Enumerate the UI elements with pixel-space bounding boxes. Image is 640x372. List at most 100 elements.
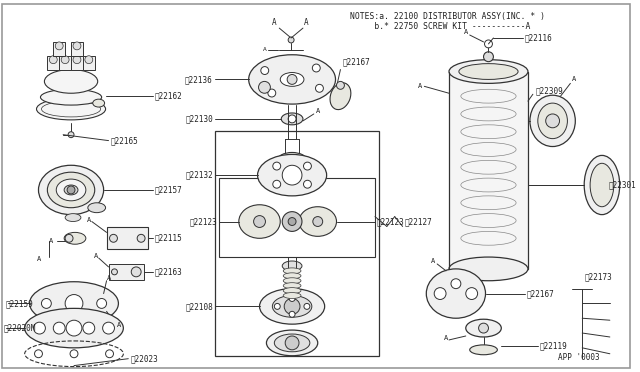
- Text: ※22173: ※22173: [584, 272, 612, 281]
- Ellipse shape: [239, 205, 280, 238]
- Ellipse shape: [36, 98, 106, 120]
- Ellipse shape: [281, 113, 303, 125]
- Text: b.* 22750 SCREW KIT -----------A: b.* 22750 SCREW KIT -----------A: [350, 22, 531, 31]
- Circle shape: [284, 298, 300, 314]
- Ellipse shape: [29, 282, 118, 325]
- Ellipse shape: [466, 319, 501, 337]
- Text: ※22157: ※22157: [155, 186, 182, 195]
- Text: A: A: [316, 108, 320, 114]
- Ellipse shape: [449, 257, 528, 281]
- Ellipse shape: [584, 155, 620, 215]
- Ellipse shape: [284, 283, 301, 289]
- Circle shape: [484, 52, 493, 62]
- Ellipse shape: [280, 73, 304, 86]
- Ellipse shape: [284, 288, 301, 294]
- Circle shape: [285, 336, 299, 350]
- Circle shape: [288, 37, 294, 43]
- Circle shape: [69, 298, 79, 308]
- Circle shape: [55, 42, 63, 50]
- Text: ※22116: ※22116: [525, 33, 553, 42]
- Ellipse shape: [64, 232, 86, 244]
- Circle shape: [111, 269, 117, 275]
- Text: ※22167: ※22167: [527, 289, 555, 298]
- Ellipse shape: [266, 330, 317, 356]
- Text: A: A: [116, 322, 121, 328]
- Bar: [109, 264, 144, 280]
- Circle shape: [313, 217, 323, 227]
- Ellipse shape: [64, 185, 78, 195]
- Circle shape: [289, 295, 295, 301]
- Circle shape: [97, 298, 107, 308]
- Ellipse shape: [538, 103, 568, 139]
- Circle shape: [312, 64, 320, 72]
- Circle shape: [42, 298, 51, 308]
- Circle shape: [303, 180, 312, 188]
- Ellipse shape: [426, 269, 486, 318]
- Circle shape: [288, 115, 296, 123]
- Text: ※22127: ※22127: [404, 217, 433, 226]
- Text: A: A: [107, 275, 111, 281]
- Circle shape: [434, 288, 446, 299]
- Circle shape: [73, 56, 81, 64]
- Bar: [83, 56, 95, 70]
- Circle shape: [49, 56, 57, 64]
- Bar: [449, 71, 528, 269]
- Bar: [47, 56, 60, 70]
- Ellipse shape: [470, 345, 497, 355]
- Bar: [53, 42, 65, 56]
- Text: NOTES:a. 22100 DISTRIBUTOR ASSY(INC. * ): NOTES:a. 22100 DISTRIBUTOR ASSY(INC. * ): [350, 12, 545, 21]
- Ellipse shape: [459, 64, 518, 80]
- Circle shape: [65, 295, 83, 312]
- Ellipse shape: [284, 273, 301, 279]
- Ellipse shape: [44, 70, 98, 93]
- Circle shape: [484, 40, 492, 48]
- Ellipse shape: [282, 261, 302, 271]
- Circle shape: [273, 180, 281, 188]
- Circle shape: [261, 67, 269, 74]
- Text: A: A: [431, 258, 435, 264]
- Circle shape: [102, 322, 115, 334]
- Circle shape: [65, 234, 73, 242]
- Circle shape: [451, 279, 461, 289]
- Circle shape: [546, 114, 559, 128]
- Bar: [71, 42, 83, 56]
- Ellipse shape: [449, 60, 528, 83]
- Bar: [71, 56, 83, 70]
- Circle shape: [35, 350, 42, 358]
- Ellipse shape: [275, 334, 310, 352]
- Text: ※22163: ※22163: [155, 267, 182, 276]
- Circle shape: [137, 234, 145, 242]
- Circle shape: [303, 162, 312, 170]
- Text: ※22023: ※22023: [131, 354, 158, 363]
- Bar: [215, 131, 379, 356]
- Text: A: A: [262, 47, 266, 52]
- Circle shape: [466, 288, 477, 299]
- Text: A: A: [93, 253, 98, 259]
- Text: ※22301: ※22301: [609, 180, 637, 189]
- Circle shape: [33, 322, 45, 334]
- Text: A: A: [572, 76, 577, 83]
- Ellipse shape: [56, 179, 86, 201]
- Ellipse shape: [88, 203, 106, 213]
- Circle shape: [83, 322, 95, 334]
- Text: ※22162: ※22162: [155, 92, 182, 101]
- Ellipse shape: [42, 101, 100, 117]
- Text: ※22020M: ※22020M: [4, 324, 36, 333]
- Text: ※22123: ※22123: [377, 217, 404, 226]
- Text: A: A: [87, 217, 91, 222]
- Circle shape: [131, 267, 141, 277]
- Text: ※22309: ※22309: [536, 87, 564, 96]
- Text: ※22165: ※22165: [111, 136, 138, 145]
- Ellipse shape: [277, 153, 307, 168]
- Text: A: A: [464, 29, 468, 35]
- Circle shape: [53, 322, 65, 334]
- Circle shape: [85, 56, 93, 64]
- Ellipse shape: [284, 268, 301, 274]
- Ellipse shape: [530, 95, 575, 147]
- Ellipse shape: [284, 292, 301, 298]
- Circle shape: [70, 350, 78, 358]
- Circle shape: [67, 186, 75, 194]
- Circle shape: [282, 212, 302, 231]
- Circle shape: [259, 81, 270, 93]
- Ellipse shape: [93, 99, 104, 107]
